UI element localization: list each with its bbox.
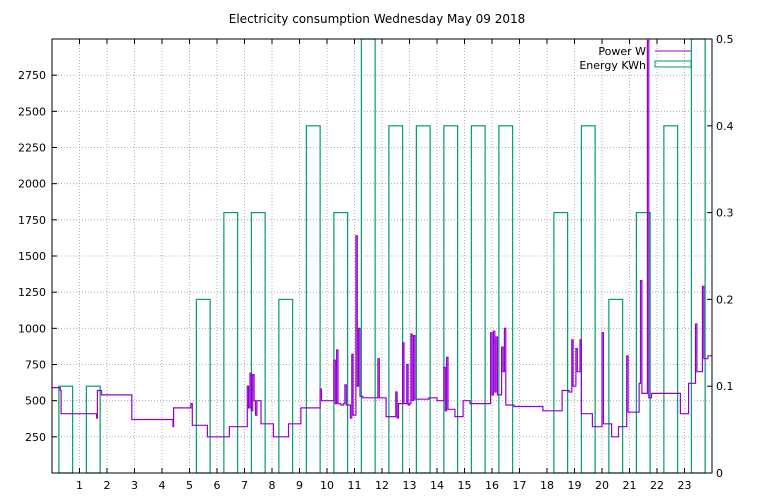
y2-tick-label: 0 [716, 467, 723, 480]
grid-layer [52, 39, 712, 473]
y2-tick-label: 0.3 [716, 207, 734, 220]
x-tick-label: 3 [131, 479, 138, 492]
x-tick-label: 5 [186, 479, 193, 492]
legend-label-power: Power W [598, 45, 646, 58]
energy-bar [195, 298, 211, 474]
x-tick-label: 15 [458, 479, 472, 492]
legend-label-energy: Energy KWh [579, 59, 646, 72]
y2-tick-label: 0.5 [716, 33, 734, 46]
y-tick-label: 1250 [18, 286, 46, 299]
x-tick-label: 14 [430, 479, 444, 492]
x-tick-label: 6 [214, 479, 221, 492]
energy-bar [443, 125, 459, 474]
x-tick-label: 17 [513, 479, 527, 492]
x-tick-label: 21 [623, 479, 637, 492]
energy-bar [663, 125, 679, 474]
x-tick-label: 2 [104, 479, 111, 492]
x-tick-label: 22 [650, 479, 664, 492]
x-tick-label: 13 [403, 479, 417, 492]
x-tick-label: 19 [568, 479, 582, 492]
energy-bar [608, 298, 624, 474]
energy-bar [635, 212, 651, 474]
y2-tick-label: 0.4 [716, 120, 734, 133]
x-tick-label: 10 [320, 479, 334, 492]
energy-bar [415, 125, 431, 474]
y2-tick-label: 0.2 [716, 293, 734, 306]
x-tick-label: 18 [540, 479, 554, 492]
y-tick-label: 1000 [18, 322, 46, 335]
y-tick-label: 2000 [18, 178, 46, 191]
y2-tick-label: 0.1 [716, 380, 734, 393]
y-tick-label: 750 [25, 359, 46, 372]
x-tick-label: 11 [348, 479, 362, 492]
y-tick-label: 2750 [18, 69, 46, 82]
energy-bar [223, 212, 239, 474]
energy-bar [250, 212, 266, 474]
energy-bar [470, 125, 486, 474]
y-tick-label: 250 [25, 431, 46, 444]
legend-swatch-energy [654, 60, 692, 68]
x-tick-label: 8 [269, 479, 276, 492]
energy-bar [388, 125, 404, 474]
chart-title: Electricity consumption Wednesday May 09… [229, 12, 525, 26]
x-tick-label: 1 [76, 479, 83, 492]
x-tick-label: 7 [241, 479, 248, 492]
energy-bar [278, 298, 294, 474]
energy-bar [498, 125, 514, 474]
x-tick-label: 9 [296, 479, 303, 492]
energy-bar [305, 125, 321, 474]
x-tick-label: 16 [485, 479, 499, 492]
axis-ticks: 1 2 3 4 5 6 7 8 9 10 11 12 13 14 15 16 17 18 19 20 21 22 23250… [18, 33, 734, 492]
power-line [52, 39, 712, 438]
legend: Power W Energy KWh [579, 45, 692, 72]
x-tick-label: 20 [595, 479, 609, 492]
x-tick-label: 23 [678, 479, 692, 492]
energy-bar [580, 125, 596, 474]
y-tick-label: 2250 [18, 142, 46, 155]
energy-bar [553, 212, 569, 474]
energy-bar [85, 385, 101, 474]
power-series [52, 39, 712, 438]
y-tick-label: 500 [25, 395, 46, 408]
x-tick-label: 4 [159, 479, 166, 492]
energy-bar [333, 212, 349, 474]
x-tick-label: 12 [375, 479, 389, 492]
y-tick-label: 1750 [18, 214, 46, 227]
y-tick-label: 1500 [18, 250, 46, 263]
y-tick-label: 2500 [18, 105, 46, 118]
